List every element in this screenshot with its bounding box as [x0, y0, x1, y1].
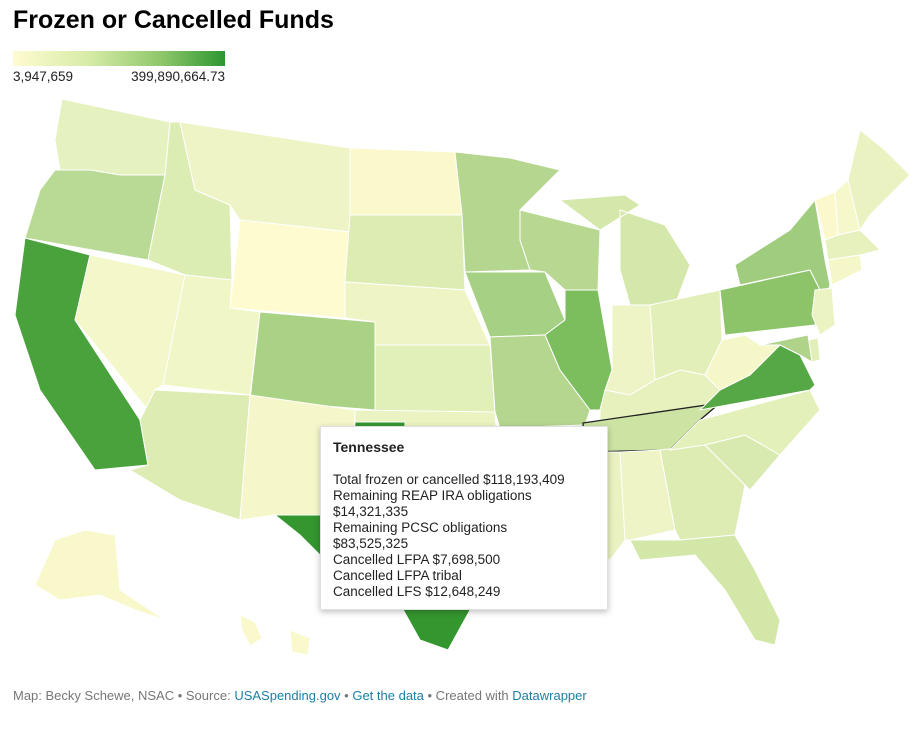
state-HI[interactable] [239, 614, 311, 656]
state-PA[interactable] [719, 269, 826, 336]
state-ND[interactable] [349, 147, 463, 216]
footer-separator: • Created with [423, 688, 513, 703]
tooltip-line: Cancelled LFS $12,648,249 [333, 584, 501, 599]
state-WA[interactable] [54, 98, 171, 176]
color-legend: 3,947,659 399,890,664.73 [13, 51, 225, 84]
state-AL[interactable] [619, 449, 676, 541]
state-KS[interactable] [374, 344, 496, 413]
chart-title: Frozen or Cancelled Funds [13, 6, 334, 34]
legend-gradient [13, 51, 225, 66]
legend-max-label: 399,890,664.73 [131, 69, 225, 84]
datawrapper-link[interactable]: Datawrapper [512, 688, 587, 703]
tooltip-line: Remaining PCSC obligations [333, 520, 508, 535]
state-CT[interactable] [827, 254, 863, 286]
source-link[interactable]: USASpending.gov [234, 688, 341, 703]
footer-prefix: Map: Becky Schewe, NSAC • Source: [13, 688, 235, 703]
state-ME[interactable] [847, 129, 911, 232]
state-MD[interactable] [759, 334, 813, 363]
footer-credits: Map: Becky Schewe, NSAC • Source: USASpe… [13, 688, 587, 703]
tooltip-line: Cancelled LFPA $7,698,500 [333, 552, 501, 567]
tooltip-title: Tennessee [333, 439, 405, 455]
state-WI[interactable] [519, 209, 601, 291]
state-IN[interactable] [604, 304, 656, 396]
state-CO[interactable] [249, 311, 376, 411]
tooltip-line: $14,321,335 [333, 504, 409, 519]
tooltip-line: Cancelled LFPA tribal [333, 568, 462, 583]
get-data-link[interactable]: Get the data [352, 688, 424, 703]
state-SD[interactable] [344, 214, 466, 291]
state-NJ[interactable] [811, 287, 836, 336]
state-NC[interactable] [668, 389, 821, 456]
state-WY[interactable] [229, 219, 351, 319]
tooltip-line: Remaining REAP IRA obligations [333, 488, 532, 503]
state-AZ[interactable] [128, 389, 251, 521]
state-NY[interactable] [734, 198, 831, 302]
state-tooltip: Tennessee Total frozen or cancelled $118… [320, 426, 608, 610]
state-AK[interactable] [34, 529, 166, 621]
tooltip-line: $83,525,325 [333, 536, 409, 551]
state-FL[interactable] [629, 534, 781, 646]
footer-separator: • [340, 688, 353, 703]
tooltip-line: Total frozen or cancelled $118,193,409 [333, 472, 565, 487]
state-IL[interactable] [544, 289, 613, 411]
legend-min-label: 3,947,659 [13, 69, 74, 84]
